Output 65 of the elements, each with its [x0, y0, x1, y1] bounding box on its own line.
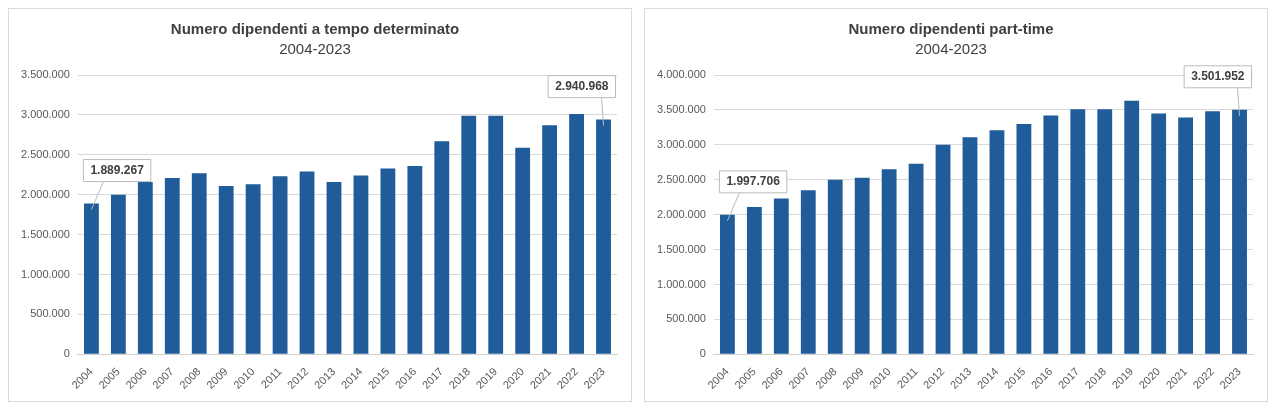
bar [380, 168, 396, 354]
bar [542, 125, 558, 354]
bar [1178, 117, 1194, 354]
bar [218, 185, 234, 354]
y-tick-label: 2.500.000 [657, 172, 706, 185]
bar [407, 165, 423, 354]
bar [569, 114, 584, 354]
chart-title: Numero dipendenti a tempo determinato [170, 20, 460, 38]
y-tick-label: 500.000 [30, 307, 70, 320]
y-tick-label: 3.000.000 [21, 107, 70, 120]
bar [434, 141, 450, 354]
bar [461, 115, 477, 354]
y-tick-label: 2.000.000 [657, 207, 706, 220]
y-tick-label: 0 [699, 347, 706, 360]
y-tick-label: 500.000 [666, 312, 706, 325]
bar [164, 177, 180, 354]
bar [1070, 109, 1086, 354]
bar [1151, 113, 1167, 354]
data-label: 1.997.706 [726, 174, 781, 189]
bar [962, 137, 978, 354]
bar [908, 163, 924, 354]
y-tick-label: 2.500.000 [21, 147, 70, 160]
bar [1097, 109, 1113, 354]
y-tick-label: 4.000.000 [657, 68, 706, 81]
y-tick-label: 1.500.000 [21, 227, 70, 240]
y-tick-label: 1.000.000 [21, 267, 70, 280]
bar [854, 177, 870, 354]
data-label: 3.501.952 [1191, 69, 1245, 84]
bar [272, 176, 288, 354]
bar [1205, 111, 1220, 354]
y-tick-label: 2.000.000 [21, 187, 70, 200]
bar [827, 179, 843, 354]
bar [1016, 123, 1032, 354]
bar [1043, 115, 1059, 354]
bar [989, 130, 1005, 354]
bar [746, 207, 762, 354]
chart-subtitle: 2004-2023 [279, 40, 351, 58]
data-label: 2.940.968 [555, 78, 609, 93]
bar [245, 184, 261, 354]
bar [110, 194, 126, 354]
bar [720, 214, 735, 354]
bar [935, 144, 951, 354]
bar [596, 119, 611, 354]
bar [1232, 109, 1247, 354]
bar [773, 198, 789, 354]
bar [191, 173, 207, 354]
bar [84, 203, 99, 354]
bar [299, 171, 315, 354]
bar [1124, 100, 1140, 354]
bar [515, 147, 531, 354]
chart-subtitle: 2004-2023 [915, 40, 987, 58]
y-tick-label: 3.000.000 [657, 137, 706, 150]
data-label: 1.889.267 [90, 162, 145, 177]
y-tick-label: 0 [63, 347, 70, 360]
y-tick-label: 1.000.000 [657, 277, 706, 290]
bar [881, 169, 897, 354]
bar [488, 115, 504, 354]
chart-title: Numero dipendenti part-time [848, 20, 1054, 38]
y-tick-label: 3.500.000 [21, 68, 70, 81]
bar [137, 181, 153, 354]
y-tick-label: 3.500.000 [657, 102, 706, 115]
bar [353, 175, 369, 354]
bar [800, 190, 816, 354]
y-tick-label: 1.500.000 [657, 242, 706, 255]
bar [326, 181, 342, 354]
